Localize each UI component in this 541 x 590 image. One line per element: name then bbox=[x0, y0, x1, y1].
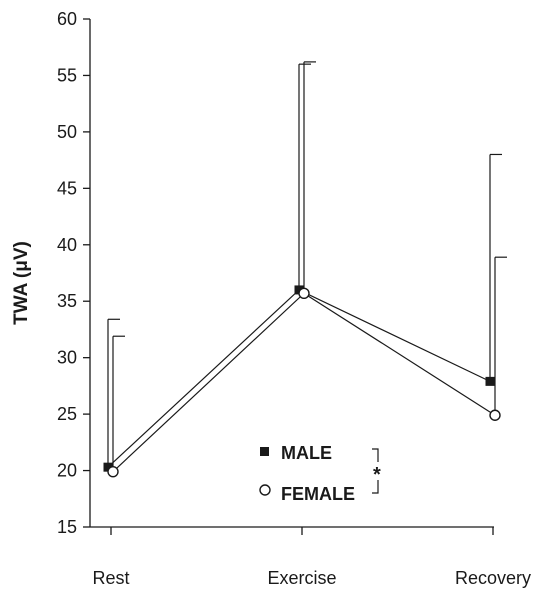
legend-female-marker bbox=[259, 484, 271, 496]
y-axis-title: TWA (μV) bbox=[11, 241, 32, 325]
y-tick-label-3: 30 bbox=[57, 348, 77, 368]
y-tick-label-5: 40 bbox=[57, 235, 77, 255]
legend: MALE FEMALE bbox=[259, 443, 355, 504]
marker-female-1 bbox=[298, 287, 310, 300]
y-tick-label-0: 15 bbox=[57, 517, 77, 537]
significance-asterisk: * bbox=[373, 464, 381, 486]
marker-male-1 bbox=[294, 285, 304, 295]
legend-male-label: MALE bbox=[281, 443, 332, 463]
series-line-male bbox=[107, 289, 491, 468]
y-tick-label-6: 45 bbox=[57, 178, 77, 198]
marker-female-2 bbox=[489, 409, 501, 421]
x-axis: Rest Exercise Recovery bbox=[90, 526, 531, 588]
x-tick-label-recovery: Recovery bbox=[455, 568, 531, 588]
y-tick-label-8: 55 bbox=[57, 65, 77, 85]
error-bars bbox=[107, 61, 507, 472]
significance-bracket bbox=[372, 448, 379, 494]
legend-female-label: FEMALE bbox=[281, 484, 355, 504]
x-tick-label-exercise: Exercise bbox=[267, 568, 336, 588]
marker-female-0 bbox=[107, 465, 119, 478]
y-tick-label-2: 25 bbox=[57, 404, 77, 424]
legend-male-marker bbox=[260, 447, 269, 456]
y-axis: 15 20 25 30 35 40 45 50 55 60 bbox=[57, 9, 91, 537]
y-tick-label-9: 60 bbox=[57, 9, 77, 29]
x-tick-label-rest: Rest bbox=[92, 568, 129, 588]
marker-male-0 bbox=[103, 462, 113, 472]
data-markers bbox=[103, 285, 501, 478]
marker-male-2 bbox=[485, 376, 495, 386]
y-tick-label-4: 35 bbox=[57, 291, 77, 311]
y-tick-label-1: 20 bbox=[57, 461, 77, 481]
y-tick-label-7: 50 bbox=[57, 122, 77, 142]
